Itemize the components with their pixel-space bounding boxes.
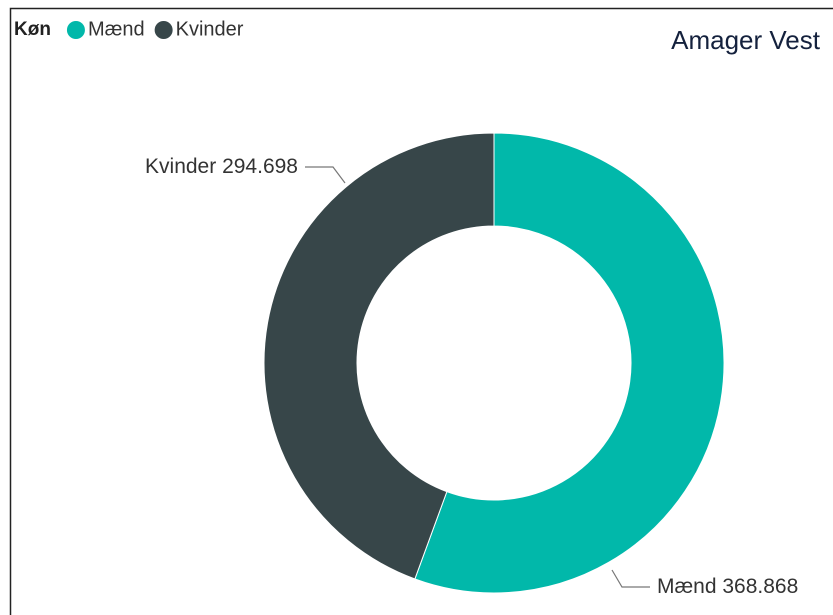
legend-marker [154,21,173,39]
legend-label: Mænd [88,18,145,40]
data-label-category: Kvinder [145,155,216,178]
donut-slice [263,132,495,580]
leader-line [611,569,650,588]
legend-marker [66,21,85,39]
donut-slice [414,132,725,594]
data-label: Kvinder 294.698 [145,155,298,178]
data-label-category: Mænd [657,575,717,598]
chart-title: Amager Vest [671,25,821,55]
data-label-value: 368.868 [722,575,798,598]
data-label-value: 294.698 [222,155,298,178]
legend-title: Køn [14,19,51,40]
data-label: Mænd 368.868 [657,575,798,598]
legend-label: Kvinder [176,18,244,40]
leader-line [305,166,346,184]
